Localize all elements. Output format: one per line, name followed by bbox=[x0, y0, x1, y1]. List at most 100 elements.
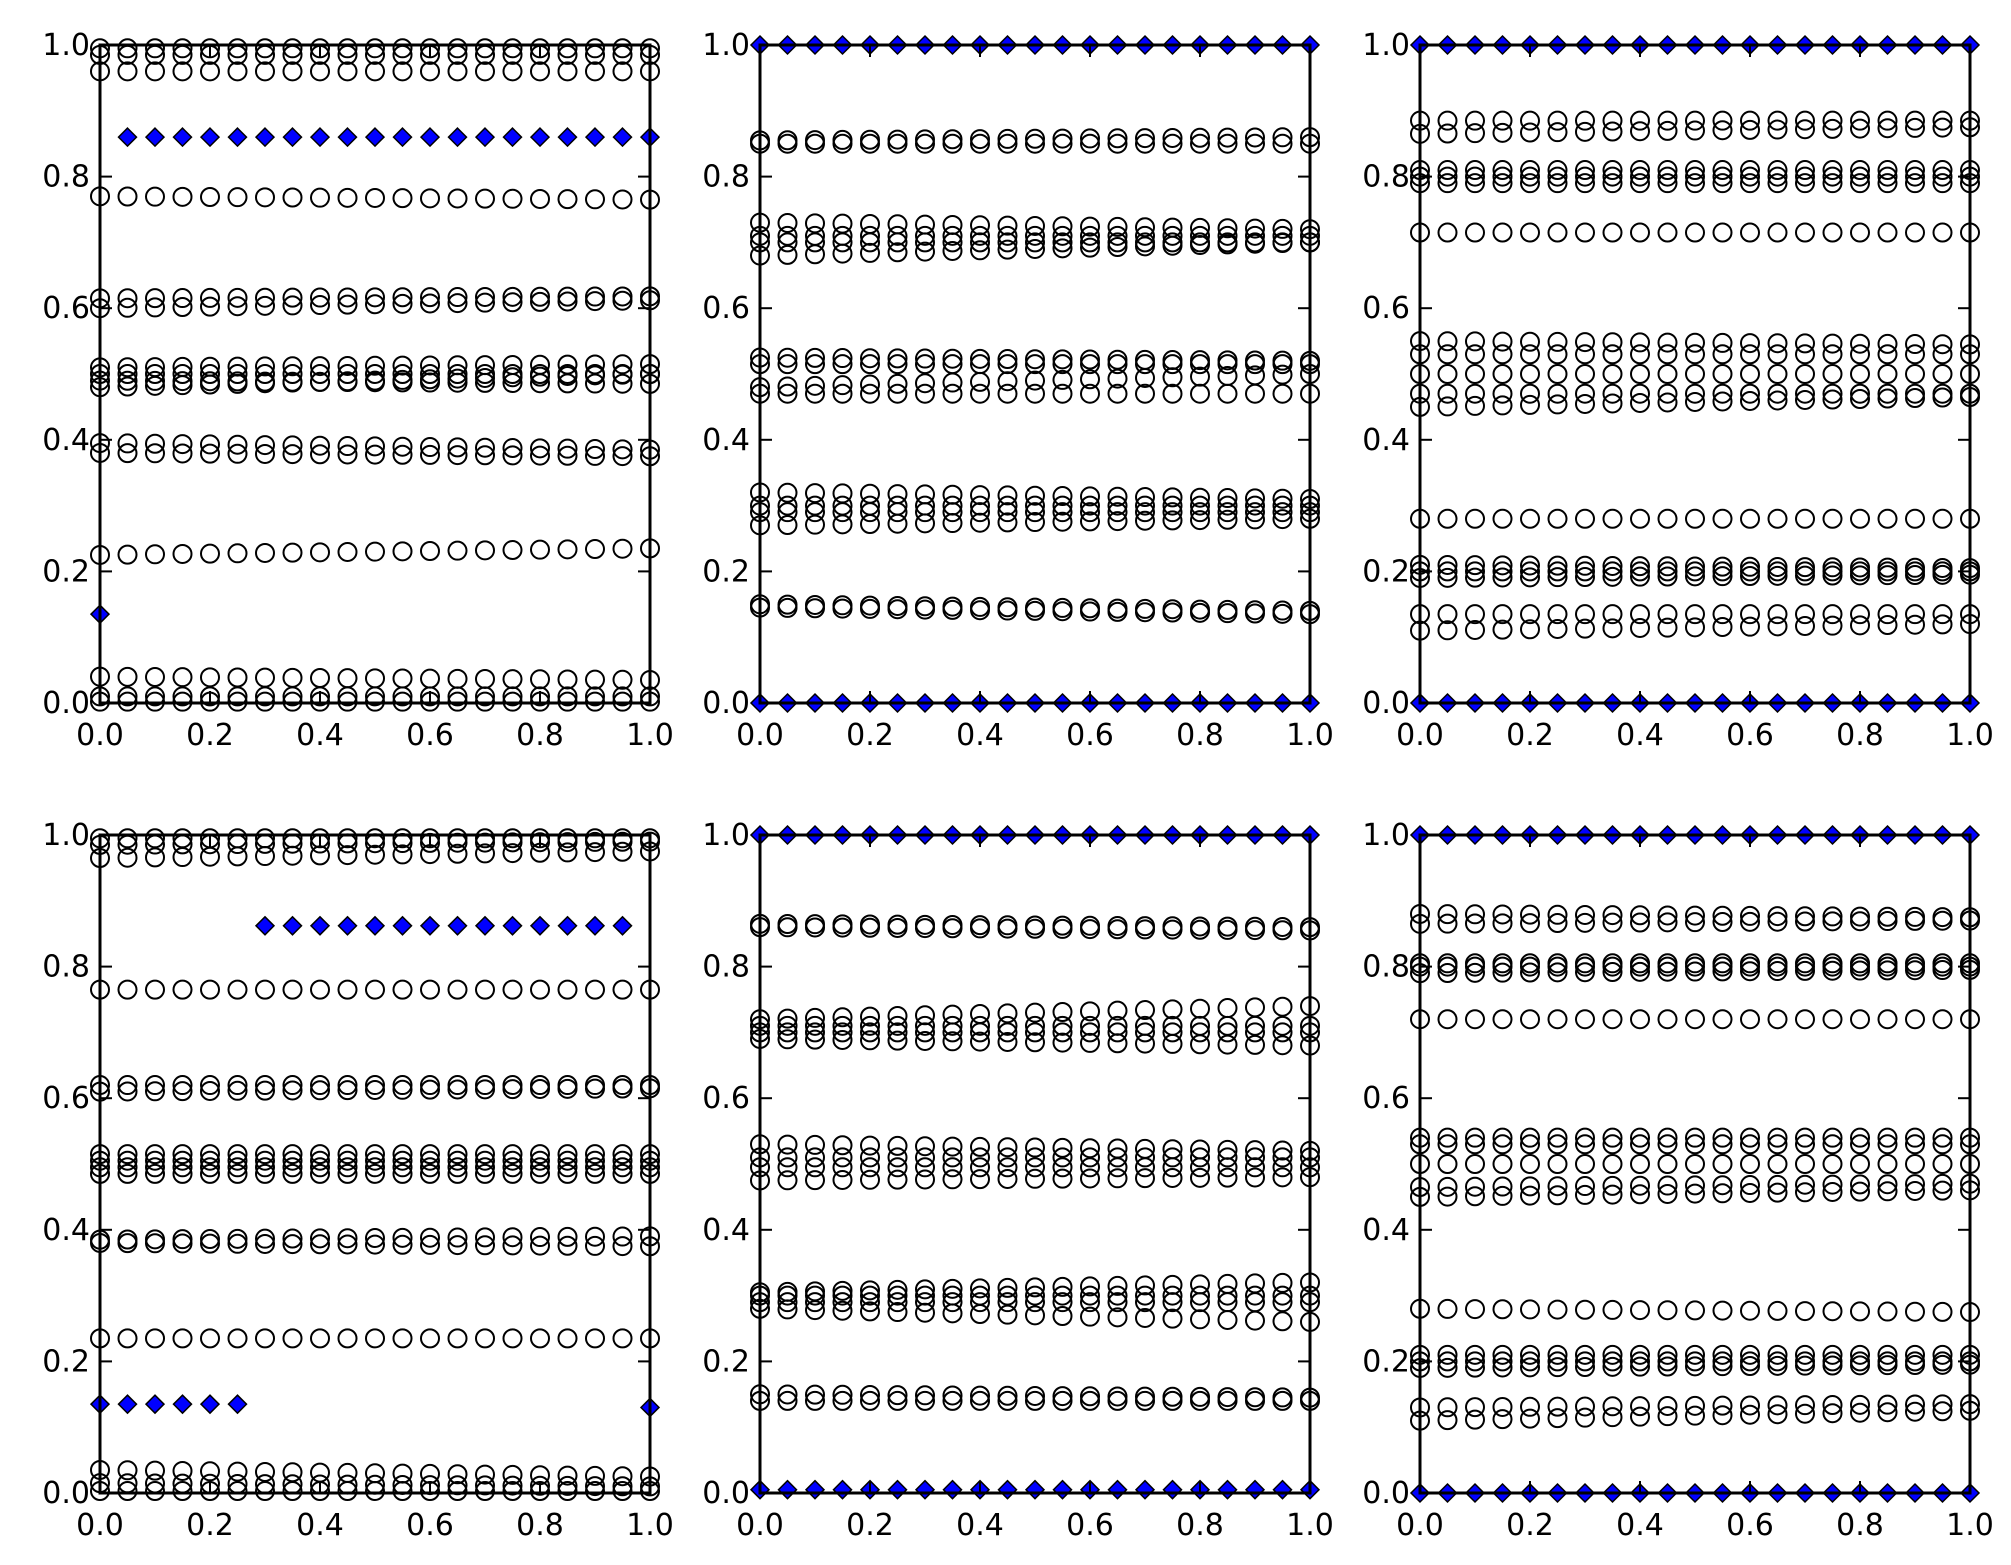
data-point-circle bbox=[777, 347, 798, 368]
data-point-circle bbox=[1740, 905, 1760, 926]
data-point-circle bbox=[1685, 166, 1705, 187]
x-tick-label: 0.6 bbox=[406, 1508, 454, 1543]
data-point-circle bbox=[1245, 1034, 1265, 1055]
data-point-circle bbox=[1630, 1396, 1650, 1417]
data-point-circle bbox=[392, 444, 413, 465]
data-point-circle bbox=[997, 495, 1018, 516]
data-point-circle bbox=[1217, 1285, 1238, 1306]
data-point-circle bbox=[227, 296, 248, 317]
x-tick-label: 1.0 bbox=[1946, 718, 1994, 753]
data-point-circle bbox=[200, 443, 220, 464]
data-point-circle bbox=[1547, 604, 1568, 625]
data-point-circle bbox=[557, 842, 578, 863]
data-point-circle bbox=[420, 1075, 440, 1096]
circle-series bbox=[750, 1390, 1320, 1411]
data-point-circle bbox=[1520, 173, 1540, 194]
data-point-circle bbox=[255, 1461, 275, 1482]
data-point-circle bbox=[392, 1328, 413, 1349]
data-point-circle bbox=[1905, 110, 1925, 131]
data-point-diamond bbox=[419, 915, 441, 936]
data-point-circle bbox=[1795, 166, 1815, 187]
data-point-circle bbox=[1740, 911, 1760, 932]
data-point-circle bbox=[1465, 1127, 1485, 1148]
data-point-circle bbox=[887, 917, 908, 938]
circle-series bbox=[1410, 1173, 1980, 1198]
data-point-circle bbox=[255, 542, 275, 563]
data-point-circle bbox=[1162, 1167, 1183, 1188]
data-point-circle bbox=[805, 1292, 825, 1313]
data-point-circle bbox=[1602, 912, 1623, 933]
data-point-circle bbox=[117, 1157, 138, 1178]
data-point-circle bbox=[1025, 370, 1045, 391]
data-point-circle bbox=[117, 186, 138, 207]
data-point-circle bbox=[530, 1163, 550, 1184]
data-point-circle bbox=[1877, 173, 1898, 194]
data-point-circle bbox=[1547, 1408, 1568, 1429]
y-tick-label: 0.2 bbox=[42, 1344, 90, 1379]
data-point-circle bbox=[337, 294, 358, 315]
data-point-circle bbox=[1025, 1157, 1045, 1178]
data-point-circle bbox=[997, 1304, 1018, 1325]
data-point-circle bbox=[1025, 512, 1045, 533]
data-point-circle bbox=[1547, 122, 1568, 143]
data-point-circle bbox=[1052, 1137, 1073, 1158]
data-point-circle bbox=[1465, 110, 1485, 131]
data-point-circle bbox=[337, 1075, 358, 1096]
data-point-circle bbox=[1465, 1009, 1485, 1030]
data-point-circle bbox=[887, 1135, 908, 1156]
data-point-circle bbox=[1877, 1134, 1898, 1155]
data-point-circle bbox=[970, 1304, 990, 1325]
data-point-diamond bbox=[584, 915, 606, 936]
data-point-circle bbox=[805, 1134, 825, 1155]
data-point-circle bbox=[612, 1466, 633, 1487]
data-point-circle bbox=[200, 667, 220, 688]
data-point-circle bbox=[1685, 556, 1705, 577]
data-point-circle bbox=[1465, 166, 1485, 187]
data-point-circle bbox=[777, 1147, 798, 1168]
data-point-circle bbox=[1877, 1344, 1898, 1365]
data-point-circle bbox=[1107, 1285, 1128, 1306]
data-point-circle bbox=[502, 1464, 523, 1485]
data-point-circle bbox=[365, 364, 385, 384]
data-point-circle bbox=[1712, 1300, 1733, 1321]
data-point-circle bbox=[1080, 1386, 1100, 1407]
data-point-circle bbox=[1795, 110, 1815, 131]
data-point-circle bbox=[1822, 604, 1843, 625]
data-point-circle bbox=[1657, 120, 1678, 141]
data-point-circle bbox=[942, 1015, 963, 1036]
data-point-circle bbox=[1052, 1285, 1073, 1306]
data-point-circle bbox=[1025, 1285, 1045, 1306]
data-point-circle bbox=[805, 1300, 825, 1321]
data-point-circle bbox=[1547, 1154, 1568, 1174]
data-point-circle bbox=[1740, 561, 1760, 582]
data-point-circle bbox=[1465, 1357, 1485, 1378]
data-point-circle bbox=[1025, 128, 1045, 149]
data-point-circle bbox=[1245, 920, 1265, 941]
data-point-circle bbox=[1630, 1175, 1650, 1196]
data-point-circle bbox=[1135, 225, 1155, 246]
data-point-circle bbox=[832, 502, 853, 523]
data-point-circle bbox=[337, 686, 358, 707]
x-tick-label: 0.2 bbox=[186, 718, 234, 753]
data-point-circle bbox=[420, 38, 440, 59]
x-tick-label: 0.4 bbox=[956, 718, 1004, 753]
data-point-circle bbox=[475, 286, 495, 307]
data-point-circle bbox=[997, 1031, 1018, 1052]
data-point-circle bbox=[227, 434, 248, 455]
data-point-circle bbox=[1822, 1174, 1843, 1195]
data-point-circle bbox=[1245, 383, 1265, 404]
data-point-circle bbox=[1657, 556, 1678, 577]
data-point-circle bbox=[915, 918, 935, 939]
data-point-circle bbox=[1850, 118, 1870, 139]
data-point-circle bbox=[915, 1390, 935, 1411]
data-point-circle bbox=[805, 514, 825, 535]
data-point-circle bbox=[227, 287, 248, 308]
data-point-circle bbox=[1657, 1175, 1678, 1196]
data-point-circle bbox=[1685, 1183, 1705, 1204]
circle-series bbox=[90, 1232, 660, 1257]
data-point-circle bbox=[1630, 1154, 1650, 1174]
data-point-circle bbox=[557, 38, 578, 59]
data-point-circle bbox=[997, 225, 1018, 246]
data-point-circle bbox=[1740, 961, 1760, 982]
data-point-circle bbox=[1850, 911, 1870, 932]
